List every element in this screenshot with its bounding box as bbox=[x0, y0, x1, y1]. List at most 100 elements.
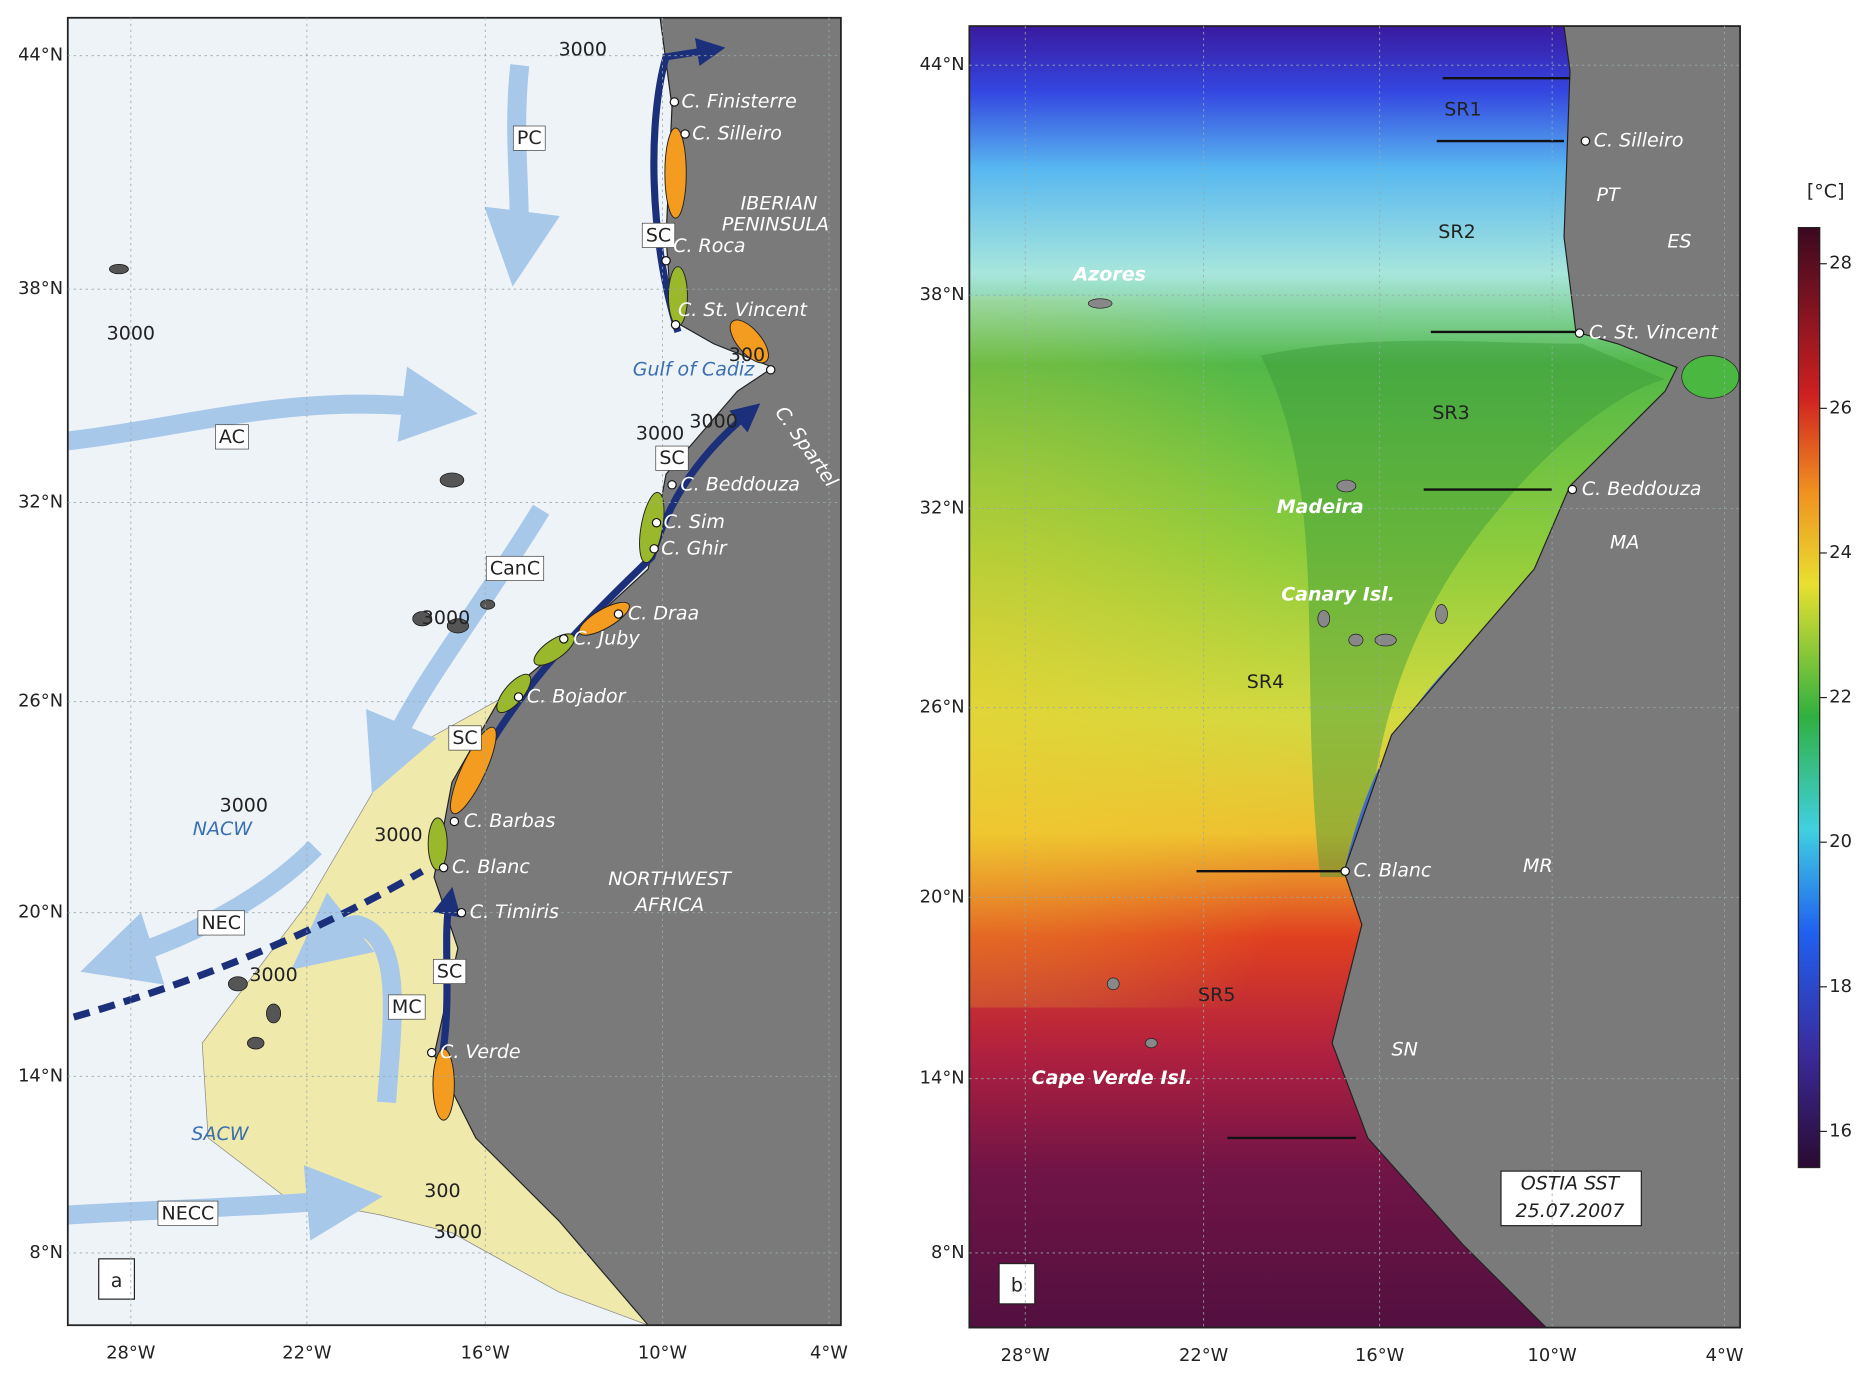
colorbar-tick-label: 18 bbox=[1829, 976, 1852, 997]
lat-tick-label: 20°N bbox=[18, 902, 63, 923]
lon-tick-label: 28°W bbox=[106, 1343, 156, 1364]
lat-tick-label: 44°N bbox=[18, 45, 63, 66]
place-label: C. Sim bbox=[664, 511, 725, 533]
place-label: PENINSULA bbox=[722, 214, 829, 236]
cape-marker bbox=[1340, 866, 1350, 876]
lon-tick-label: 22°W bbox=[282, 1343, 332, 1364]
cape-marker bbox=[456, 907, 467, 918]
place-label: SC bbox=[437, 961, 462, 983]
panel-b-map bbox=[969, 26, 1741, 1328]
label-box bbox=[655, 445, 689, 471]
lat-tick-label: 14°N bbox=[18, 1065, 63, 1086]
date-box bbox=[1500, 1170, 1642, 1227]
colorbar-tick-label: 20 bbox=[1829, 831, 1852, 852]
panel-a-frame bbox=[66, 16, 842, 1327]
label-box bbox=[157, 1200, 219, 1226]
place-label: SN bbox=[1392, 1039, 1418, 1061]
contour-label: 3000 bbox=[249, 964, 297, 986]
label-box bbox=[387, 994, 426, 1020]
place-label: Gulf of Cadiz bbox=[633, 358, 755, 380]
cape-marker bbox=[438, 862, 449, 873]
lat-tick-label: 32°N bbox=[920, 498, 965, 519]
place-label: Madeira bbox=[1277, 496, 1364, 518]
cape-marker bbox=[1580, 136, 1591, 146]
cape-marker bbox=[661, 256, 671, 266]
label-box bbox=[448, 725, 482, 751]
cape-marker bbox=[670, 320, 681, 330]
panel-letter-box bbox=[998, 1262, 1036, 1305]
place-label: Canary Isl. bbox=[1281, 584, 1395, 606]
place-label: C. Ghir bbox=[661, 537, 727, 559]
label-box bbox=[641, 222, 676, 248]
label-box bbox=[485, 555, 545, 581]
place-label: MA bbox=[1610, 531, 1639, 553]
place-label: MC bbox=[392, 996, 422, 1018]
place-label: C. Barbas bbox=[464, 810, 556, 832]
place-label: PC bbox=[517, 127, 542, 149]
lat-tick-label: 26°N bbox=[920, 697, 965, 718]
cape-marker bbox=[1574, 328, 1585, 338]
place-label: C. Finisterre bbox=[682, 90, 797, 112]
lat-tick-label: 8°N bbox=[931, 1242, 965, 1263]
place-label: SACW bbox=[191, 1123, 249, 1145]
place-label: C. Silleiro bbox=[692, 122, 782, 144]
colorbar bbox=[1797, 226, 1821, 1169]
place-label: SR5 bbox=[1198, 984, 1235, 1006]
contour-label: 3000 bbox=[636, 422, 684, 444]
place-label: C. Draa bbox=[628, 603, 699, 625]
lat-tick-label: 8°N bbox=[29, 1242, 63, 1263]
colorbar-tick-label: 28 bbox=[1829, 253, 1852, 274]
place-label: MR bbox=[1523, 855, 1553, 877]
place-label: C. Blanc bbox=[1354, 860, 1432, 882]
cape-marker bbox=[1567, 484, 1578, 495]
place-label: SC bbox=[646, 224, 671, 246]
cape-marker bbox=[649, 544, 659, 554]
contour-label: 300 bbox=[424, 1180, 460, 1202]
place-label: PT bbox=[1596, 184, 1620, 206]
lon-tick-label: 4°W bbox=[810, 1343, 848, 1364]
colorbar-tick-label: 22 bbox=[1829, 687, 1852, 708]
contour-label: 3000 bbox=[220, 795, 268, 817]
contour-label: 3000 bbox=[422, 607, 470, 629]
lon-tick-label: 4°W bbox=[1706, 1345, 1744, 1366]
cape-marker bbox=[651, 517, 662, 528]
lat-tick-label: 44°N bbox=[920, 54, 965, 75]
lat-tick-label: 20°N bbox=[920, 886, 965, 907]
lon-tick-label: 28°W bbox=[1001, 1345, 1051, 1366]
lon-tick-label: 22°W bbox=[1179, 1345, 1229, 1366]
label-box bbox=[512, 125, 546, 151]
place-label: C. Verde bbox=[440, 1041, 521, 1063]
lat-tick-label: 14°N bbox=[920, 1068, 965, 1089]
panel-letter: a bbox=[111, 1270, 123, 1292]
cape-marker bbox=[669, 97, 680, 107]
lat-tick-label: 38°N bbox=[920, 284, 965, 305]
place-label: C. Beddouza bbox=[1582, 478, 1702, 500]
place-label: C. Roca bbox=[673, 235, 745, 257]
place-label: C. Juby bbox=[573, 627, 640, 649]
place-label: OSTIA SST bbox=[1521, 1173, 1621, 1195]
colorbar-tick-label: 24 bbox=[1829, 542, 1852, 563]
panel-b-labels: SR1 C. Silleiro PT SR2 ES Azores C. St. Vincen… bbox=[1032, 99, 1720, 1222]
contour-label: 3000 bbox=[559, 38, 607, 60]
panel-letter: b bbox=[1011, 1275, 1023, 1297]
lat-tick-label: 38°N bbox=[18, 278, 63, 299]
place-label: SC bbox=[452, 727, 477, 749]
place-label: AFRICA bbox=[633, 894, 704, 916]
place-label: Azores bbox=[1071, 264, 1145, 286]
cape-marker bbox=[765, 365, 776, 375]
place-label: CanC bbox=[490, 557, 540, 579]
place-label: C. Beddouza bbox=[680, 473, 800, 495]
place-label: NEC bbox=[201, 912, 241, 934]
cape-marker bbox=[680, 129, 690, 139]
lat-tick-label: 26°N bbox=[18, 691, 63, 712]
place-label: IBERIAN bbox=[741, 192, 818, 214]
colorbar-tick-label: 16 bbox=[1829, 1120, 1852, 1141]
contour-label: 3000 bbox=[434, 1221, 482, 1243]
place-label: SC bbox=[659, 447, 684, 469]
place-label: C. Bojador bbox=[527, 686, 627, 708]
lat-tick-label: 32°N bbox=[18, 492, 63, 513]
place-label: NECC bbox=[162, 1202, 215, 1224]
place-label: NORTHWEST bbox=[608, 868, 732, 890]
place-label: Cape Verde Isl. bbox=[1032, 1067, 1193, 1089]
